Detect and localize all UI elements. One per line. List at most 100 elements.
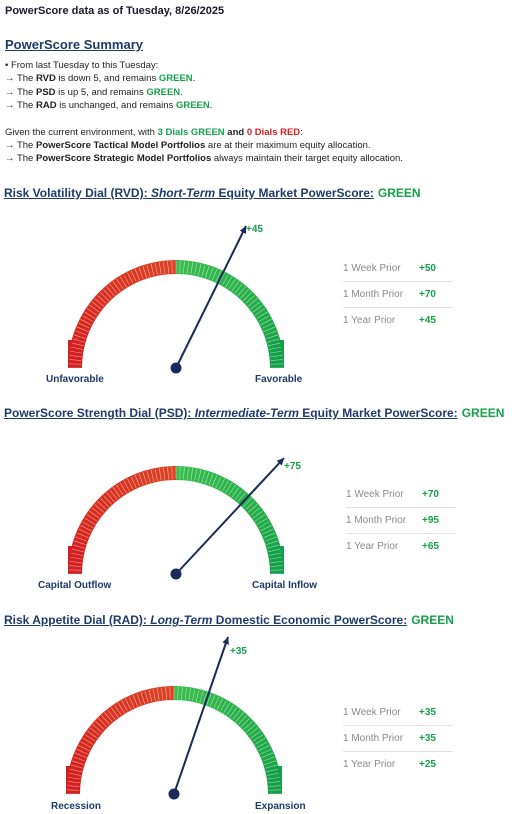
gauge-segment [262, 326, 279, 339]
gauge-segment [265, 334, 282, 347]
gauge-segment [134, 471, 147, 488]
prior-value: +95 [422, 515, 439, 526]
gauge-segment [83, 510, 100, 525]
prior-row: 1 Week Prior +35 [343, 700, 453, 726]
gauge-segment [93, 291, 110, 307]
gauge-segment [73, 326, 90, 339]
prior-value: +70 [419, 289, 436, 300]
gauge-segment [225, 481, 240, 498]
gauge-segment [117, 697, 132, 714]
gauge-segment [218, 477, 233, 494]
prior-label: 1 Year Prior [343, 759, 396, 770]
gauge-segment [176, 466, 185, 481]
gauge-segment [99, 491, 115, 508]
gauge-segment [97, 711, 113, 728]
dial-title: Risk Volatility Dial (RVD): Short-Term E… [4, 186, 421, 200]
gauge-segment [105, 486, 121, 503]
dial-value: +45 [246, 224, 263, 235]
gauge-segment [142, 468, 155, 485]
gauge-segment [223, 701, 238, 718]
gauge-segment [216, 697, 231, 714]
gauge-segment [81, 730, 98, 745]
gauge-segment [150, 261, 162, 277]
prior-values-table: 1 Week Prior +70 1 Month Prior +95 1 Year Pr… [346, 482, 456, 559]
gauge-segment [68, 359, 83, 368]
prior-value: +45 [419, 315, 436, 326]
gauge-segment [134, 265, 147, 282]
gauge-segment [237, 491, 253, 508]
gauge-segment [205, 471, 218, 488]
gauge-segment [83, 304, 100, 319]
dial-left-label: Unfavorable [46, 374, 104, 385]
prior-row: 1 Month Prior +70 [343, 282, 453, 308]
gauge-segment [181, 686, 191, 702]
summary-tactical-line: → The PowerScore Tactical Model Portfoli… [5, 140, 371, 152]
gauge-segment [124, 694, 139, 711]
gauge-segment [229, 706, 245, 723]
dial-right-label: Expansion [255, 801, 306, 812]
gauge-segment [231, 486, 247, 503]
gauge-segment [260, 752, 277, 765]
summary-intro: • From last Tuesday to this Tuesday: [5, 60, 159, 71]
gauge-segment [67, 768, 83, 780]
gauge-segment [159, 260, 169, 276]
gauge-segment [195, 688, 208, 705]
gauge-segment [93, 497, 110, 513]
gauge-segment [259, 318, 276, 333]
prior-value: +65 [422, 541, 439, 552]
gauge-segment [205, 265, 218, 282]
gauge-segment [247, 297, 264, 313]
gauge-segment [256, 517, 273, 532]
prior-row: 1 Year Prior +45 [343, 308, 453, 333]
gauge-segment [268, 351, 284, 361]
gauge-segment [197, 468, 210, 485]
gauge-segment [265, 768, 281, 780]
gauge-segment [119, 477, 134, 494]
gauge-segment [269, 565, 284, 574]
summary-psd-line: → The PSD is up 5, and remains GREEN. [5, 86, 183, 98]
gauge-segment [176, 260, 185, 275]
gauge-needle [175, 457, 285, 575]
gauge-segment [103, 706, 119, 723]
gauge-segment [68, 760, 85, 773]
gauge-segment [250, 730, 267, 745]
needle-hub [170, 568, 182, 580]
gauge-segment [112, 481, 127, 498]
prior-values-table: 1 Week Prior +50 1 Month Prior +70 1 Year Pr… [343, 256, 453, 333]
gauge-segment [267, 548, 283, 560]
gauge-segment [79, 311, 96, 326]
gauge-segment [269, 359, 284, 368]
prior-label: 1 Month Prior [343, 733, 404, 744]
prior-label: 1 Week Prior [343, 707, 401, 718]
prior-value: +70 [422, 489, 439, 500]
needle-hub [170, 362, 182, 374]
summary-text: • From last Tuesday to this Tuesday: → T… [5, 59, 403, 166]
dial-left-label: Capital Outflow [38, 580, 112, 591]
gauge-segment [225, 275, 240, 292]
gauge-segment [132, 691, 145, 708]
gauge-segment [242, 291, 259, 307]
prior-value: +25 [419, 759, 436, 770]
summary-rad-line: → The RAD is unchanged, and remains GREE… [5, 100, 213, 112]
gauge-segment [86, 723, 103, 739]
gauge-segment [252, 510, 269, 525]
dial-title: Risk Appetite Dial (RAD): Long-Term Dome… [4, 613, 454, 627]
dial-status: GREEN [377, 186, 421, 200]
gauge-segment [267, 342, 283, 354]
gauge-segment [68, 351, 84, 361]
gauge-segment [197, 262, 210, 279]
summary-strategic-line: → The PowerScore Strategic Model Portfol… [5, 153, 403, 165]
gauge-segment [240, 717, 257, 733]
gauge-segment [231, 280, 247, 297]
gauge-segment [142, 262, 155, 279]
gauge-segment [148, 687, 160, 703]
gauge-segment [190, 467, 202, 483]
gauge-segment [245, 723, 262, 739]
gauge-segment [266, 777, 282, 787]
gauge-segment [242, 497, 259, 513]
gauge-segment [70, 334, 87, 347]
gauge-segment [69, 548, 85, 560]
gauge-segment [71, 752, 88, 765]
gauge-segment [247, 503, 264, 519]
needle-arrowhead [276, 458, 284, 466]
